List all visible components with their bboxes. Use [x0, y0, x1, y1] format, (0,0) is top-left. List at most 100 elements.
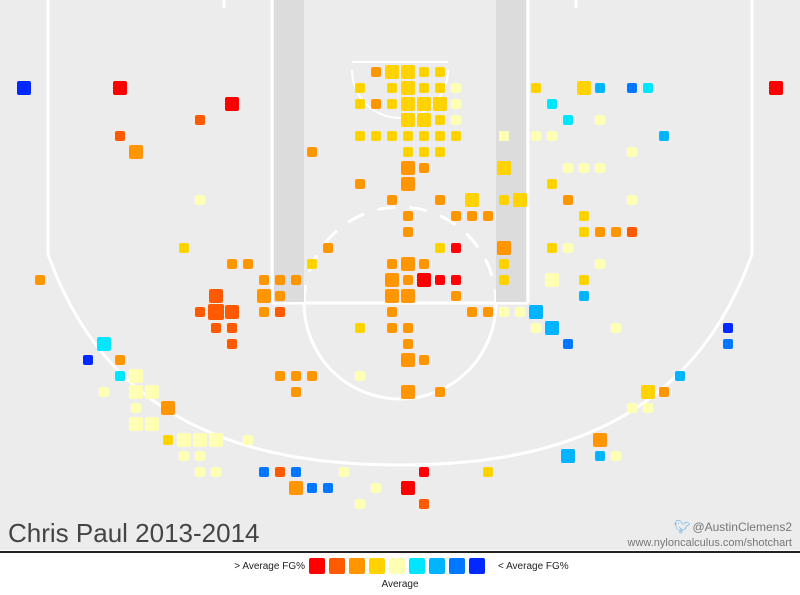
shot-bin	[435, 147, 445, 157]
shot-bin	[563, 195, 573, 205]
shot-bin	[401, 289, 415, 303]
shot-bin	[291, 467, 301, 477]
shot-bin	[17, 81, 31, 95]
shot-bin	[499, 275, 509, 285]
shot-bin	[195, 307, 205, 317]
shot-bins	[17, 65, 783, 509]
shot-bin	[371, 483, 381, 493]
shot-bin	[211, 467, 221, 477]
shot-bin	[419, 83, 429, 93]
legend-swatch	[429, 558, 445, 574]
legend-swatch	[309, 558, 325, 574]
shot-bin	[435, 275, 445, 285]
shot-bin	[419, 67, 429, 77]
shot-bin	[401, 81, 415, 95]
shot-bin	[627, 83, 637, 93]
shot-bin	[83, 355, 93, 365]
shot-bin	[595, 115, 605, 125]
free-throw-circle-bottom	[302, 302, 498, 401]
shot-bin	[579, 211, 589, 221]
shot-bin	[531, 83, 541, 93]
shot-bin	[371, 131, 381, 141]
shot-bin	[401, 353, 415, 367]
legend-swatch	[329, 558, 345, 574]
shot-bin	[129, 369, 143, 383]
shot-bin	[435, 387, 445, 397]
shot-bin	[419, 355, 429, 365]
shot-bin	[627, 403, 637, 413]
legend-swatch	[389, 558, 405, 574]
shot-chart-svg	[17, 0, 783, 509]
shot-bin	[419, 147, 429, 157]
shot-bin	[371, 99, 381, 109]
twitter-handle[interactable]: @AustinClemens2	[692, 520, 792, 534]
shot-bin	[259, 275, 269, 285]
shot-bin	[275, 307, 285, 317]
shot-bin	[145, 385, 159, 399]
shot-bin	[401, 385, 415, 399]
shot-bin	[113, 81, 127, 95]
shot-bin	[291, 371, 301, 381]
shot-bin	[403, 323, 413, 333]
shot-bin	[225, 97, 239, 111]
shot-bin	[563, 243, 573, 253]
shot-bin	[275, 467, 285, 477]
shot-bin	[451, 243, 461, 253]
shot-bin	[497, 241, 511, 255]
twitter-bird-icon: 🐦︎	[673, 519, 691, 534]
shot-bin	[561, 449, 575, 463]
shot-bin	[595, 259, 605, 269]
shot-bin	[513, 193, 527, 207]
shot-bin	[419, 163, 429, 173]
court-chart	[0, 0, 800, 550]
twitter-credit[interactable]: 🐦︎ @AustinClemens2	[674, 519, 792, 535]
shot-bin	[129, 417, 143, 431]
shot-bin	[307, 147, 317, 157]
shot-bin	[641, 385, 655, 399]
shot-bin	[307, 483, 317, 493]
shot-bin	[483, 307, 493, 317]
shot-bin	[595, 83, 605, 93]
source-url[interactable]: www.nyloncalculus.com/shotchart	[627, 537, 792, 549]
shot-bin	[435, 243, 445, 253]
shot-bin	[769, 81, 783, 95]
shot-bin	[627, 227, 637, 237]
shot-bin	[627, 195, 637, 205]
legend-swatch	[349, 558, 365, 574]
shot-bin	[465, 193, 479, 207]
shot-bin	[195, 115, 205, 125]
shot-bin	[145, 417, 159, 431]
shot-bin	[643, 403, 653, 413]
shot-bin	[451, 291, 461, 301]
shot-bin	[595, 451, 605, 461]
shot-bin	[659, 387, 669, 397]
shot-bin	[515, 307, 525, 317]
shot-bin	[563, 115, 573, 125]
shot-bin	[611, 451, 621, 461]
shot-bin	[545, 273, 559, 287]
shot-bin	[129, 145, 143, 159]
shot-bin	[323, 483, 333, 493]
shot-bin	[451, 83, 461, 93]
shot-bin	[195, 195, 205, 205]
shot-bin	[451, 99, 461, 109]
shot-bin	[499, 259, 509, 269]
legend-swatch	[409, 558, 425, 574]
shot-bin	[227, 339, 237, 349]
shot-bin	[115, 355, 125, 365]
shot-bin	[419, 131, 429, 141]
shot-bin	[627, 147, 637, 157]
shot-bin	[547, 243, 557, 253]
shot-bin	[419, 259, 429, 269]
shot-bin	[227, 323, 237, 333]
shot-bin	[209, 433, 223, 447]
shot-bin	[275, 291, 285, 301]
shot-bin	[403, 275, 413, 285]
shot-bin	[723, 323, 733, 333]
shot-bin	[355, 99, 365, 109]
legend-right-label: < Average FG%	[498, 561, 569, 572]
shot-bin	[225, 305, 239, 319]
shot-bin	[451, 131, 461, 141]
shot-bin	[451, 115, 461, 125]
shot-bin	[417, 97, 431, 111]
